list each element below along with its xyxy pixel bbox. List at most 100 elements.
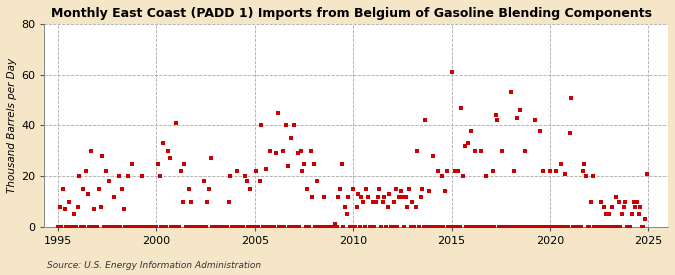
Point [320, 225, 331, 229]
Point [617, 212, 628, 216]
Point [295, 149, 306, 153]
Point [563, 225, 574, 229]
Point [641, 172, 652, 176]
Point [182, 225, 193, 229]
Point [69, 212, 80, 216]
Point [466, 128, 477, 133]
Point [516, 225, 527, 229]
Point [439, 189, 450, 194]
Point [451, 225, 462, 229]
Point [485, 225, 496, 229]
Point [630, 205, 641, 209]
Point [435, 225, 446, 229]
Point [607, 205, 618, 209]
Point [531, 225, 542, 229]
Point [217, 225, 227, 229]
Point [580, 174, 591, 178]
Point [213, 225, 224, 229]
Point [460, 144, 470, 148]
Point [331, 225, 342, 229]
Point [458, 174, 468, 178]
Point [553, 225, 564, 229]
Point [210, 225, 221, 229]
Point [258, 225, 269, 229]
Point [515, 108, 526, 112]
Point [535, 128, 545, 133]
Point [254, 179, 265, 183]
Point [518, 225, 529, 229]
Point [126, 161, 137, 166]
Point [433, 169, 444, 173]
Point [327, 225, 338, 229]
Point [244, 187, 255, 191]
Point [135, 225, 146, 229]
Point [402, 205, 412, 209]
Point [240, 174, 250, 178]
Point [540, 225, 551, 229]
Point [595, 199, 606, 204]
Point [233, 225, 244, 229]
Point [454, 225, 465, 229]
Point [612, 225, 622, 229]
Point [591, 225, 601, 229]
Point [479, 225, 490, 229]
Point [169, 225, 180, 229]
Point [599, 205, 610, 209]
Point [423, 189, 434, 194]
Point [464, 225, 475, 229]
Point [336, 161, 347, 166]
Point [499, 225, 510, 229]
Point [634, 205, 645, 209]
Point [286, 136, 296, 140]
Point [571, 225, 582, 229]
Point [525, 225, 536, 229]
Point [549, 225, 560, 229]
Point [321, 225, 332, 229]
Point [445, 225, 456, 229]
Point [420, 118, 431, 123]
Point [302, 187, 313, 191]
Point [377, 199, 388, 204]
Point [271, 151, 281, 156]
Y-axis label: Thousand Barrels per Day: Thousand Barrels per Day [7, 58, 17, 193]
Point [325, 225, 335, 229]
Point [502, 225, 513, 229]
Point [583, 225, 593, 229]
Point [618, 205, 629, 209]
Point [189, 225, 200, 229]
Point [290, 225, 301, 229]
Point [338, 225, 349, 229]
Point [97, 154, 108, 158]
Point [305, 149, 316, 153]
Point [144, 225, 155, 229]
Point [275, 225, 286, 229]
Point [579, 161, 590, 166]
Point [461, 225, 472, 229]
Point [469, 149, 480, 153]
Point [385, 225, 396, 229]
Point [526, 225, 537, 229]
Point [438, 225, 449, 229]
Point [86, 149, 97, 153]
Point [364, 225, 375, 229]
Point [391, 187, 402, 191]
Point [72, 205, 83, 209]
Point [477, 225, 488, 229]
Point [353, 192, 364, 196]
Point [543, 225, 554, 229]
Point [323, 225, 334, 229]
Point [592, 225, 603, 229]
Point [470, 225, 481, 229]
Point [274, 225, 285, 229]
Point [431, 225, 442, 229]
Point [392, 225, 403, 229]
Point [415, 194, 426, 199]
Point [315, 225, 326, 229]
Point [472, 225, 483, 229]
Point [504, 225, 514, 229]
Point [64, 199, 75, 204]
Point [462, 141, 473, 145]
Point [335, 187, 346, 191]
Point [225, 174, 236, 178]
Point [560, 172, 570, 176]
